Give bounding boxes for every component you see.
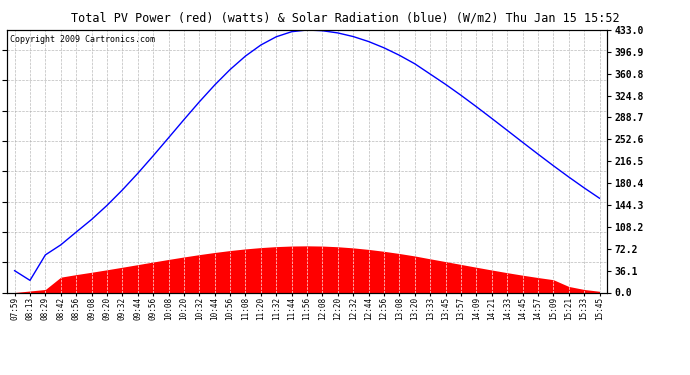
Text: Copyright 2009 Cartronics.com: Copyright 2009 Cartronics.com [10,35,155,44]
Text: Total PV Power (red) (watts) & Solar Radiation (blue) (W/m2) Thu Jan 15 15:52: Total PV Power (red) (watts) & Solar Rad… [70,11,620,24]
